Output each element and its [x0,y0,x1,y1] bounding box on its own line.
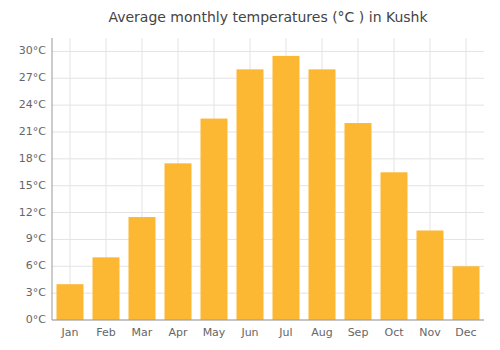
y-grid-line [52,51,484,52]
y-tick-label: 21°C [19,125,46,138]
x-tick-label: Nov [419,326,441,339]
x-tick-label: Jun [240,326,258,339]
y-tick-label: 27°C [19,71,46,84]
x-tick-label: Apr [168,326,188,339]
x-tick-label: Jan [61,326,79,339]
x-tick-label: Oct [384,326,404,339]
bar [309,69,336,320]
x-tick-label: Mar [132,326,153,339]
bar [345,123,372,320]
y-tick-label: 18°C [19,152,46,165]
y-tick-label: 30°C [19,44,46,57]
bar [57,284,84,320]
bar [453,266,480,320]
y-tick-label: 12°C [19,206,46,219]
x-grid-line [70,38,71,320]
y-grid-line [52,212,484,213]
x-tick-label: Sep [348,326,369,339]
x-tick-label: May [203,326,226,339]
x-axis-line [52,320,484,321]
title: Average monthly temperatures (°C ) in Ku… [108,9,428,25]
y-grid-line [52,78,484,79]
y-grid-line [52,320,484,321]
bar [273,56,300,320]
chart: 0°C 3°C 6°C 9°C 12°C 15°C 18°C 21°C 24°C 27°C 30°C… [0,0,500,350]
y-grid-line [52,132,484,133]
bar [417,230,444,320]
y-axis-line [52,38,53,320]
bar [201,119,228,320]
y-tick-label: 3°C [26,286,46,299]
y-tick-label: 0°C [26,313,46,326]
y-grid-line [52,185,484,186]
y-tick-label: 9°C [26,232,46,245]
x-tick-label: Jul [278,326,292,339]
bars [57,56,480,320]
y-tick-label: 24°C [19,98,46,111]
x-tick-label: Feb [96,326,115,339]
x-tick-label: Dec [455,326,476,339]
bar [129,217,156,320]
y-grid-line [52,158,484,159]
grid [52,38,484,320]
bar [93,257,120,320]
y-tick-label: 6°C [26,259,46,272]
bar [237,69,264,320]
y-grid-line [52,105,484,106]
bar [165,163,192,320]
chart-container: 0°C 3°C 6°C 9°C 12°C 15°C 18°C 21°C 24°C 27°C 30°C… [0,0,500,350]
x-tick-label: Aug [311,326,332,339]
y-tick-label: 15°C [19,179,46,192]
bar [381,172,408,320]
